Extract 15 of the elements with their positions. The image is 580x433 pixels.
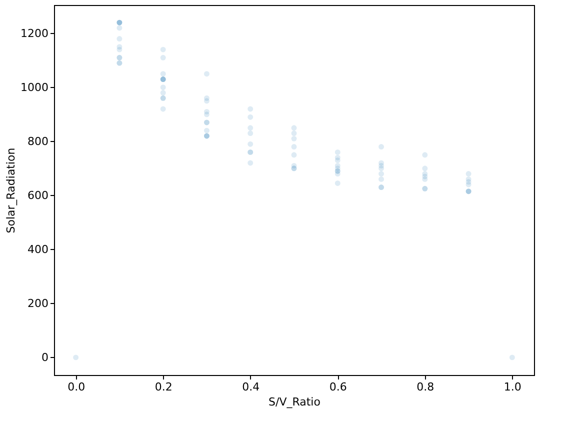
- y-tick-label: 800: [28, 134, 48, 148]
- y-tick-label: 1200: [20, 26, 48, 40]
- y-tick-label: 600: [28, 188, 48, 202]
- x-tick-label: 0.6: [329, 380, 347, 394]
- y-tick-label: 400: [28, 242, 48, 256]
- x-tick-label: 0.2: [154, 380, 172, 394]
- x-tick-label: 0.8: [416, 380, 434, 394]
- x-tick-label: 1.0: [504, 380, 522, 394]
- y-tick-label: 0: [42, 350, 48, 364]
- x-tick-label: 0.0: [68, 380, 86, 394]
- x-tick-label: 0.4: [242, 380, 260, 394]
- x-axis-title: S/V_Ratio: [268, 396, 321, 408]
- y-tick-label: 200: [28, 296, 48, 310]
- y-axis-title: Solar_Radiation: [4, 148, 18, 234]
- y-tick-label: 1000: [20, 80, 48, 94]
